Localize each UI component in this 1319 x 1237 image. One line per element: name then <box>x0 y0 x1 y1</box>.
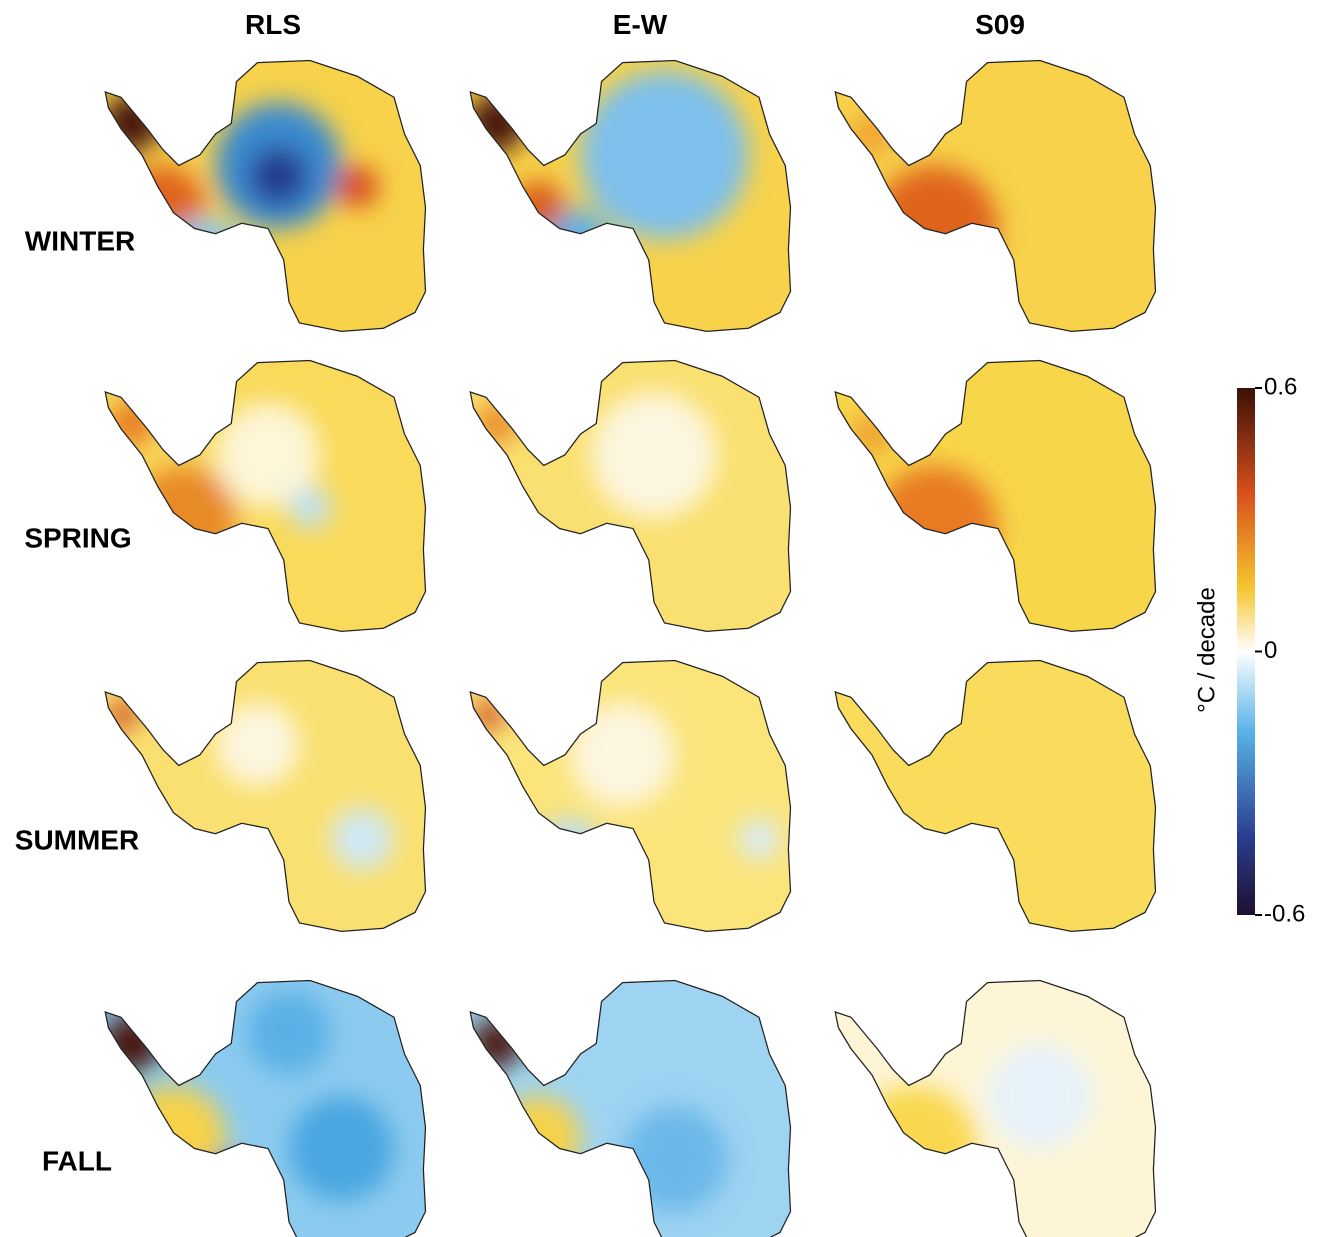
map-panel <box>102 981 425 1237</box>
column-title: E-W <box>613 9 668 40</box>
map-panel <box>470 981 790 1237</box>
maps <box>102 61 1155 1237</box>
landmass <box>105 661 425 932</box>
anomaly-blob <box>108 400 154 446</box>
anomaly-blob <box>476 403 518 445</box>
row-label: SPRING <box>24 522 131 553</box>
colorbar: °C / decade 0.6 0 -0.6 <box>1193 373 1305 927</box>
map-panel <box>105 361 425 632</box>
anomaly-blob <box>872 466 998 592</box>
anomaly-blob <box>102 94 161 153</box>
map-panel <box>835 361 1155 632</box>
anomaly-blob <box>497 1096 581 1180</box>
map-panel <box>467 61 790 332</box>
anomaly-blob <box>738 818 780 860</box>
colorbar-tick-label: 0.6 <box>1264 373 1297 400</box>
colorbar-gradient <box>1237 388 1255 915</box>
anomaly-blob <box>102 1014 161 1073</box>
landmass <box>470 981 790 1237</box>
map-panel <box>470 661 790 932</box>
anomaly-blob <box>872 166 998 292</box>
figure: RLS E-W S09 WINTER SPRING SUMMER FALL °C… <box>0 0 1319 1237</box>
anomaly-blob <box>570 703 675 808</box>
column-title: S09 <box>975 9 1025 40</box>
landmass <box>835 661 1155 932</box>
anomaly-blob <box>528 208 612 292</box>
anomaly-blob <box>132 466 237 571</box>
anomaly-blob <box>331 808 394 871</box>
anomaly-blob <box>851 413 893 455</box>
anomaly-blob <box>591 392 717 518</box>
row-label: WINTER <box>25 225 135 256</box>
colorbar-tick-label: -0.6 <box>1264 900 1305 927</box>
map-panel <box>105 661 425 932</box>
landmass <box>835 361 1155 632</box>
map-panel <box>102 61 425 332</box>
anomaly-blob <box>467 94 526 153</box>
colorbar-tick-label: 0 <box>1264 637 1277 664</box>
anomaly-blob <box>988 1044 1093 1149</box>
map-panel <box>470 361 790 632</box>
anomaly-blob <box>203 1157 249 1203</box>
anomaly-blob <box>216 703 300 787</box>
map-panel <box>835 661 1155 932</box>
landmass <box>835 61 1155 332</box>
map-panel <box>835 981 1155 1237</box>
anomaly-blob <box>249 147 308 206</box>
row-label: FALL <box>42 1145 112 1176</box>
anomaly-blob <box>247 991 331 1075</box>
column-titles: RLS E-W S09 <box>245 9 1025 40</box>
anomaly-blob <box>581 71 749 239</box>
anomaly-blob <box>539 818 602 881</box>
column-title: RLS <box>245 9 301 40</box>
row-label: SUMMER <box>15 824 139 855</box>
anomaly-blob <box>289 1096 394 1201</box>
colorbar-label: °C / decade <box>1193 587 1220 713</box>
map-panel <box>835 61 1155 332</box>
anomaly-blob <box>851 113 893 155</box>
anomaly-blob <box>336 166 378 208</box>
anomaly-blob <box>121 1086 226 1191</box>
anomaly-blob <box>289 487 331 529</box>
